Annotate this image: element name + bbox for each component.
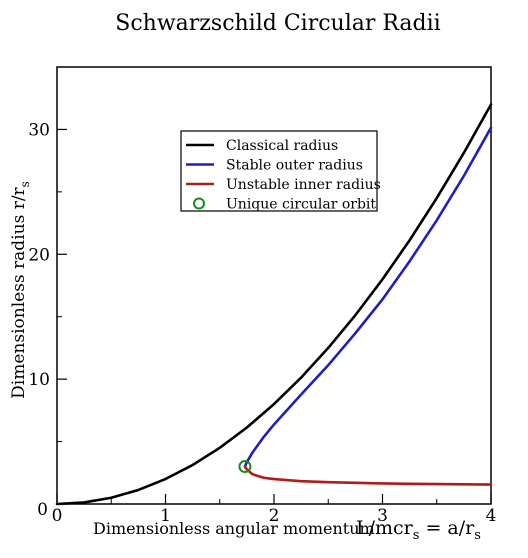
- stable-outer-radius-line: [243, 126, 493, 468]
- y-tick-label: 0: [37, 500, 48, 520]
- chart-title: Schwarzschild Circular Radii: [115, 11, 440, 36]
- x-axis-label: Dimensionless angular momentum: [93, 519, 375, 538]
- unstable-inner-radius-line: [243, 465, 493, 486]
- legend-label: Classical radius: [226, 138, 338, 154]
- legend-marker: [193, 197, 205, 210]
- y-tick-label: 10: [28, 370, 50, 390]
- y-axis-label-sub: s: [18, 181, 32, 187]
- legend-label: Unstable inner radius: [226, 177, 381, 193]
- legend-items: Classical radius Stable outer radius Unsta…: [186, 138, 381, 213]
- y-axis-label-main: Dimensionless radius r/r: [9, 186, 29, 398]
- y-tick-label: 20: [28, 245, 50, 265]
- x-formula-sub: s: [413, 528, 420, 543]
- axis-ticks: [56, 128, 492, 504]
- x-formula-sub2: s: [474, 528, 481, 543]
- x-tick-label: 0: [52, 506, 63, 526]
- legend-label: Stable outer radius: [226, 158, 363, 174]
- series-layer: [55, 103, 493, 506]
- x-formula-main: L/mcr: [356, 517, 414, 539]
- classical-radius-line: [55, 103, 493, 506]
- x-formula-eq: = a/r: [419, 517, 475, 539]
- axis-tick-labels: 0 1 2 3 4 0 10 20 30: [28, 120, 496, 526]
- x-tick-label: 3: [377, 506, 388, 526]
- legend: Classical radius Stable outer radius Unsta…: [180, 130, 381, 213]
- y-tick-label: 30: [28, 120, 50, 140]
- x-axis-formula: L/mcrs = a/rs: [356, 517, 481, 543]
- y-axis-label: Dimensionless radius r/rs: [9, 181, 32, 399]
- unique-orbit-marker: [238, 460, 252, 474]
- x-tick-label: 2: [269, 506, 280, 526]
- x-tick-label: 4: [486, 506, 497, 526]
- x-tick-label: 1: [160, 506, 171, 526]
- legend-label: Unique circular orbit: [226, 197, 376, 213]
